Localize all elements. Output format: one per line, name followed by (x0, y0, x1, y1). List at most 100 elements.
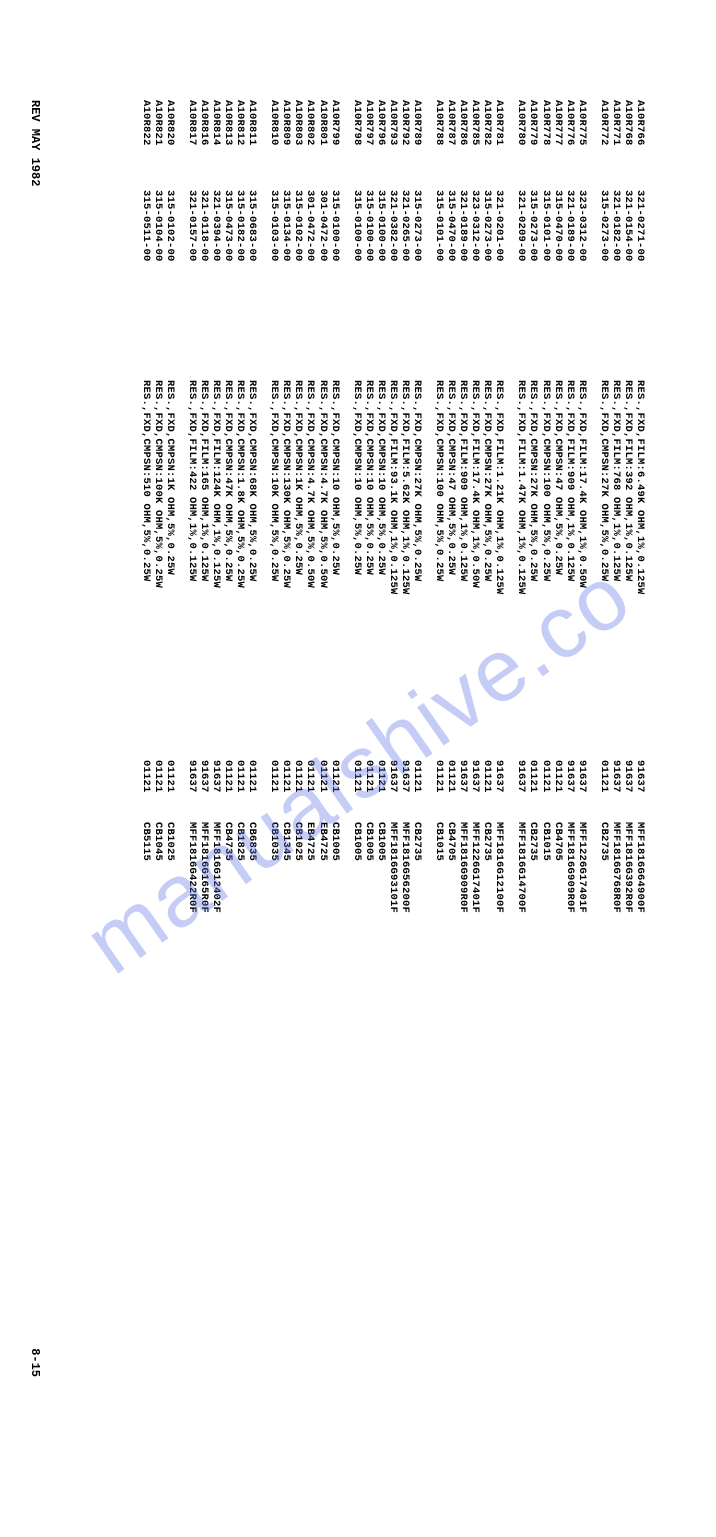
part-number: 315-0473-00 (222, 190, 234, 380)
mfr-code: 01121 (351, 760, 363, 822)
mfr-code: 91637 (576, 760, 588, 822)
mfr-part-number: EB4725 (304, 822, 316, 1477)
ref-designator: A10R797 (363, 100, 375, 190)
part-number: 321-0382-00 (387, 190, 399, 380)
part-number: 315-0102-00 (292, 190, 304, 380)
mfr-part-number: MFF1816G909R0F (564, 822, 576, 1477)
ref-designator: A10R789 (411, 100, 423, 190)
parts-row: A10R792321-0265-00RES.,FXD,FILM:5.62K OH… (399, 100, 411, 1477)
mfr-part-number: CB2735 (481, 822, 493, 1477)
part-number: 321-0265-00 (399, 190, 411, 380)
ref-designator: A10R821 (152, 100, 164, 190)
parts-row: A10R785323-0312-00RES.,FXD,FILM:17.4K OH… (469, 100, 481, 1477)
mfr-code: 01121 (481, 760, 493, 822)
mfr-code: 91637 (198, 760, 210, 822)
mfr-part-number: EB4725 (317, 822, 329, 1477)
parts-row: A10R798315-0100-00RES.,FXD,CMPSN:10 OHM,… (351, 100, 363, 1477)
part-number: 315-0102-00 (164, 190, 176, 380)
mfr-code: 91637 (469, 760, 481, 822)
mfr-part-number: MFF1816G909R0F (457, 822, 469, 1477)
parts-row: A10R787315-0470-00RES.,FXD,CMPSN:47 OHM,… (445, 100, 457, 1477)
ref-designator: A10R792 (399, 100, 411, 190)
mfr-code: 01121 (527, 760, 539, 822)
description: RES.,FXD,CMPSN:68K OHM,5%,0.25W (246, 380, 258, 760)
mfr-code: 01121 (317, 760, 329, 822)
parts-row: A10R768321-0154-00RES.,FXD,FILM:392 OHM,… (622, 100, 634, 1477)
description: RES.,FXD,CMPSN:100K OHM,5%,0.25W (152, 380, 164, 760)
mfr-part-number: MFF1816G93101F (387, 822, 399, 1477)
part-number: 315-0273-00 (481, 190, 493, 380)
mfr-code: 01121 (222, 760, 234, 822)
description: RES.,FXD,FILM:17.4K OHM,1%,0.50W (576, 380, 588, 760)
part-number: 315-0103-00 (268, 190, 280, 380)
ref-designator: A10R814 (210, 100, 222, 190)
description: RES.,FXD,CMPSN:10 OHM,5%,0.25W (351, 380, 363, 760)
parts-row: A10R780321-0209-00RES.,FXD,FILM:1.47K OH… (515, 100, 527, 1477)
mfr-part-number: CB1005 (351, 822, 363, 1477)
part-number: 321-0201-00 (493, 190, 505, 380)
mfr-part-number: CB1015 (540, 822, 552, 1477)
description: RES.,FXD,CMPSN:27K OHM,5%,0.25W (598, 380, 610, 760)
description: RES.,FXD,CMPSN:27K OHM,5%,0.25W (481, 380, 493, 760)
description: RES.,FXD,CMPSN:4.7K OHM,5%,0.50W (317, 380, 329, 760)
ref-designator: A10R772 (598, 100, 610, 190)
ref-designator: A10R802 (304, 100, 316, 190)
parts-row: A10R816321-0118-00RES.,FXD,FILM:165 OHM,… (198, 100, 210, 1477)
mfr-code: 01121 (304, 760, 316, 822)
mfr-part-number: CB1345 (280, 822, 292, 1477)
description: RES.,FXD,CMPSN:100 OHM,5%,0.25W (540, 380, 552, 760)
mfr-code: 01121 (246, 760, 258, 822)
mfr-code: 91637 (610, 760, 622, 822)
mfr-part-number: CB4705 (445, 822, 457, 1477)
ref-designator: A10R796 (375, 100, 387, 190)
mfr-code: 91637 (186, 760, 198, 822)
group-separator (588, 100, 598, 1477)
ref-designator: A10R775 (576, 100, 588, 190)
mfr-part-number: MFF1816G165R0F (198, 822, 210, 1477)
description: RES.,FXD,CMPSN:10 OHM,5%,0.25W (329, 380, 341, 760)
parts-row: A10R786321-0189-00RES.,FXD,FILM:909 OHM,… (457, 100, 469, 1477)
ref-designator: A10R798 (351, 100, 363, 190)
part-number: 321-0189-00 (457, 190, 469, 380)
description: RES.,FXD,CMPSN:10 OHM,5%,0.25W (363, 380, 375, 760)
mfr-part-number: MFF1816G768R0F (610, 822, 622, 1477)
ref-designator: A10R771 (610, 100, 622, 190)
description: RES.,FXD,CMPSN:10 OHM,5%,0.25W (375, 380, 387, 760)
mfr-part-number: CB1825 (234, 822, 246, 1477)
ref-designator: A10R812 (234, 100, 246, 190)
ref-designator: A10R785 (469, 100, 481, 190)
mfr-code: 91637 (493, 760, 505, 822)
rotated-page: A10R766321-0271-00RES.,FXD,FILM:6.49K OH… (0, 0, 716, 1537)
mfr-code: 01121 (445, 760, 457, 822)
parts-row: A10R788315-0101-00RES.,FXD,CMPSN:100 OHM… (433, 100, 445, 1477)
mfr-code: 91637 (622, 760, 634, 822)
mfr-part-number: CB4705 (552, 822, 564, 1477)
ref-designator: A10R822 (140, 100, 152, 190)
parts-row: A10R771321-0182-00RES.,FXD,FILM:768 OHM,… (610, 100, 622, 1477)
ref-designator: A10R810 (268, 100, 280, 190)
mfr-code: 01121 (140, 760, 152, 822)
group-separator (423, 100, 433, 1477)
revision-label: REV MAY 1982 (28, 100, 42, 186)
mfr-part-number: CB5115 (140, 822, 152, 1477)
mfr-code: 91637 (399, 760, 411, 822)
ref-designator: A10R811 (246, 100, 258, 190)
parts-row: A10R779315-0273-00RES.,FXD,CMPSN:27K OHM… (527, 100, 539, 1477)
ref-designator: A10R801 (317, 100, 329, 190)
description: RES.,FXD,FILM:165 OHM,1%,0.125W (198, 380, 210, 760)
part-number: 315-0182-00 (234, 190, 246, 380)
mfr-part-number: MFF1816G12402F (210, 822, 222, 1477)
parts-row: A10R810315-0103-00RES.,FXD,CMPSN:10K OHM… (268, 100, 280, 1477)
part-number: 321-0154-00 (622, 190, 634, 380)
part-number: 321-0182-00 (610, 190, 622, 380)
parts-row: A10R813315-0473-00RES.,FXD,CMPSN:47K OHM… (222, 100, 234, 1477)
parts-row: A10R778315-0101-00RES.,FXD,CMPSN:100 OHM… (540, 100, 552, 1477)
part-number: 315-0101-00 (433, 190, 445, 380)
mfr-part-number: CB1025 (292, 822, 304, 1477)
description: RES.,FXD,CMPSN:4.7K OHM,5%,0.50W (304, 380, 316, 760)
part-number: 315-0273-00 (411, 190, 423, 380)
mfr-code: 01121 (329, 760, 341, 822)
part-number: 321-0271-00 (634, 190, 646, 380)
parts-row: A10R789315-0273-00RES.,FXD,CMPSN:27K OHM… (411, 100, 423, 1477)
ref-designator: A10R817 (186, 100, 198, 190)
